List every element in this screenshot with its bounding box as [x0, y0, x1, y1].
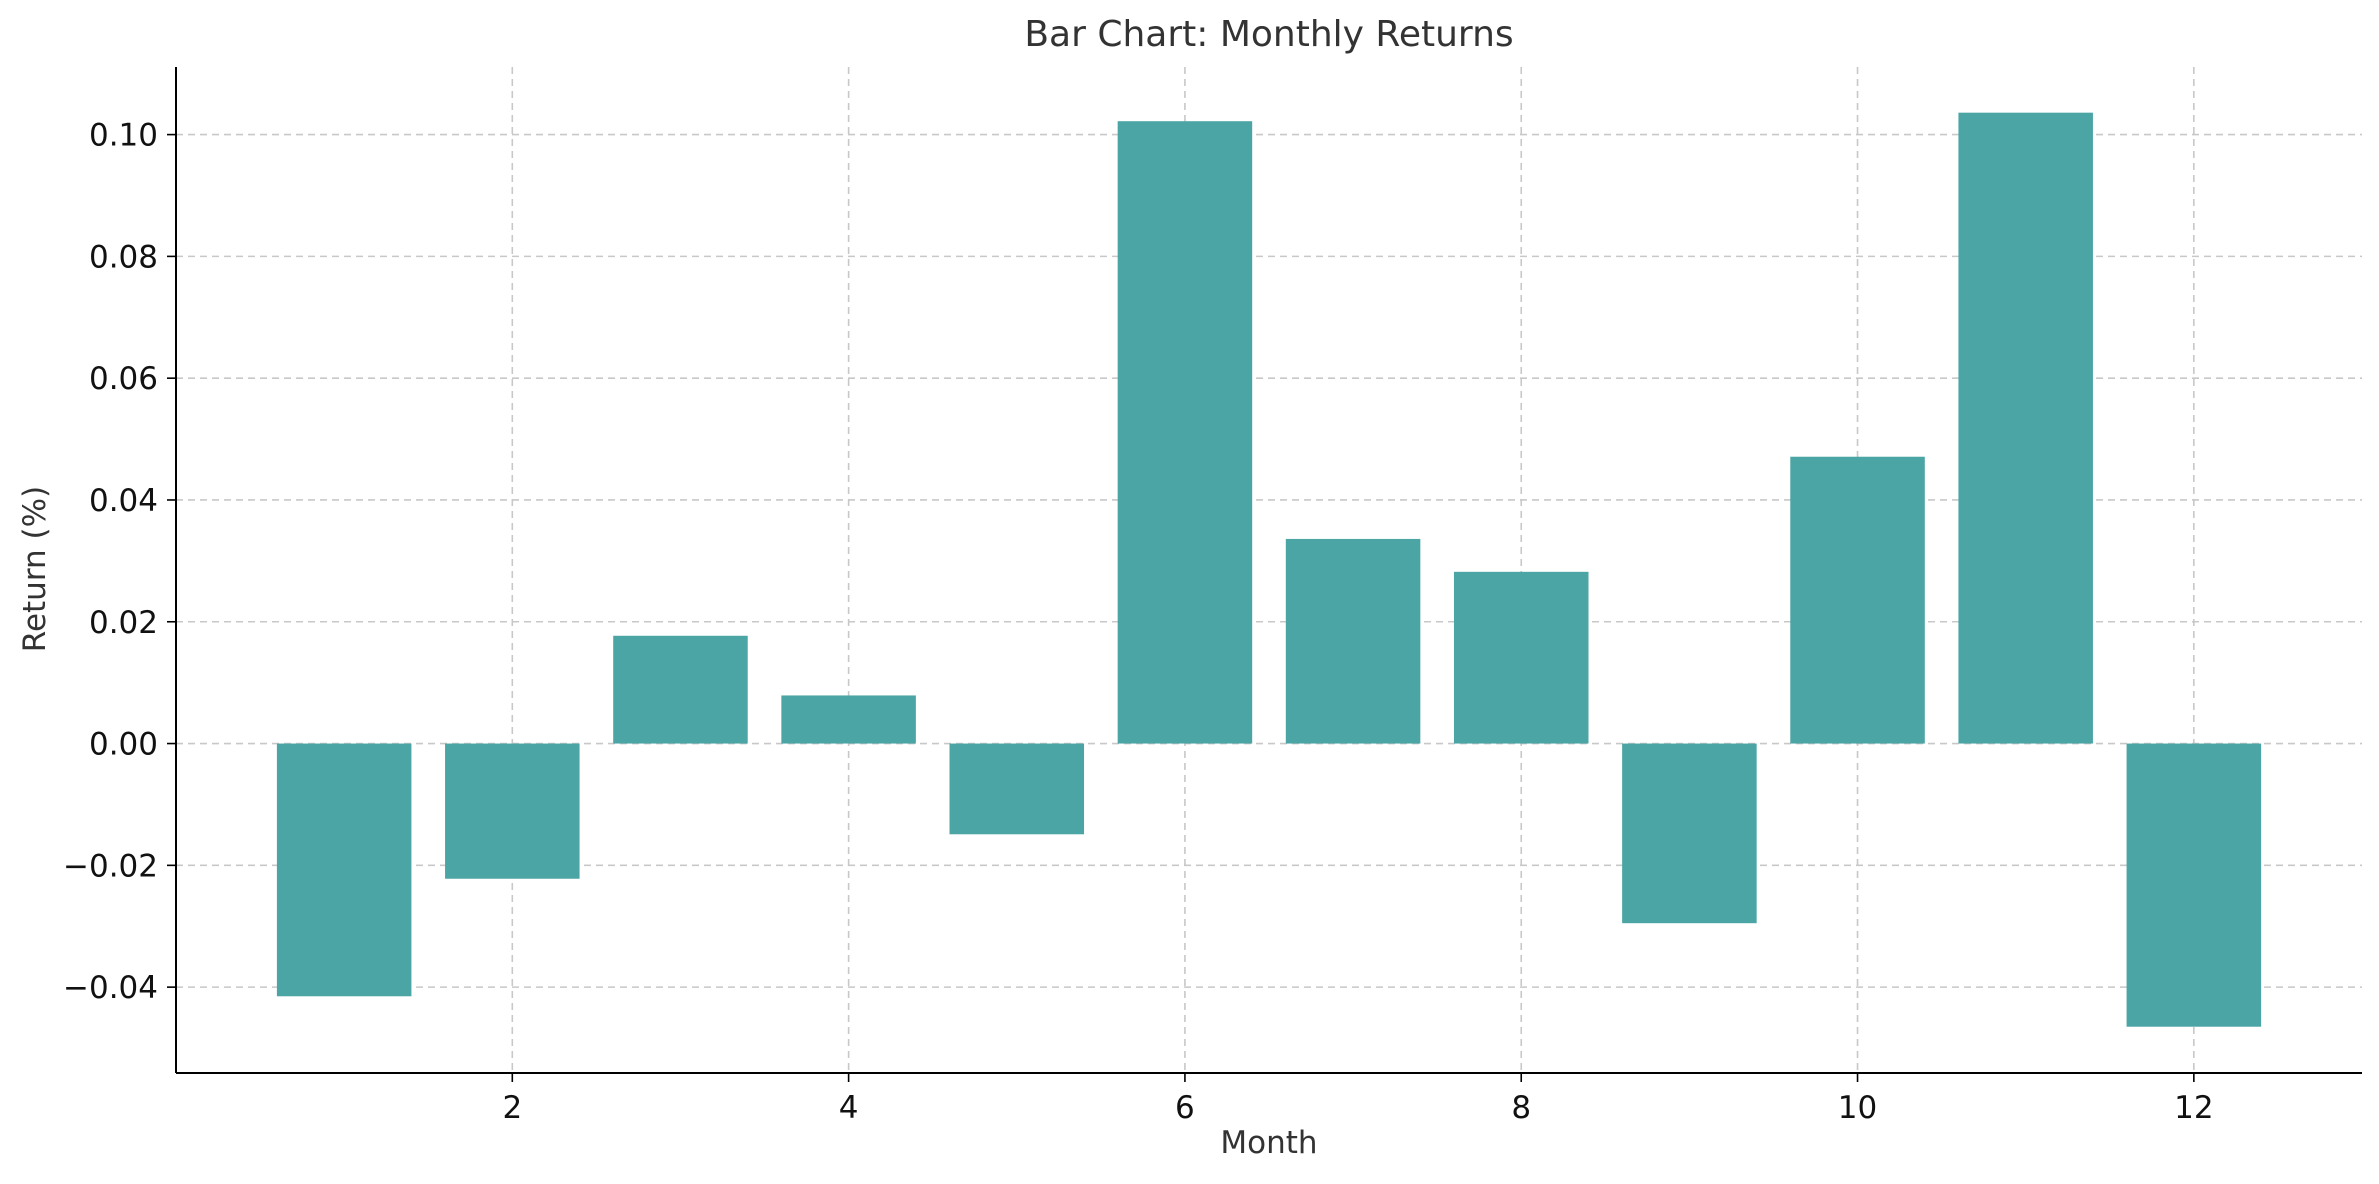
- axes: [175, 67, 2362, 1074]
- x-axis-label: Month: [1220, 1125, 1317, 1161]
- y-tick-label: 0.06: [89, 361, 158, 397]
- bar-month-7: [1285, 538, 1421, 744]
- bar-month-12: [2126, 743, 2262, 1027]
- x-tick-label: 6: [1175, 1090, 1195, 1126]
- bar-month-3: [613, 635, 748, 744]
- bar-month-9: [1622, 743, 1757, 924]
- bar-month-2: [445, 743, 580, 879]
- bar-month-5: [949, 743, 1085, 835]
- y-tick-label: −0.02: [63, 848, 158, 884]
- bar-month-1: [276, 743, 412, 997]
- bar-month-10: [1790, 456, 1925, 744]
- y-tick-label: 0.00: [89, 727, 158, 763]
- y-ticks: −0.04 −0.02 0.00 0.02 0.04 0.06 0.08 0.10: [63, 118, 176, 1006]
- x-ticks: 2 4 6 8 10 12: [502, 1073, 2214, 1126]
- y-tick-label: 0.04: [89, 483, 158, 519]
- bar-month-6: [1117, 121, 1253, 744]
- x-tick-label: 12: [2174, 1090, 2213, 1126]
- bar-month-11: [1958, 112, 2093, 744]
- y-tick-label: −0.04: [63, 970, 158, 1006]
- x-tick-label: 10: [1838, 1090, 1877, 1126]
- bar-month-8: [1453, 571, 1589, 744]
- chart-title: Bar Chart: Monthly Returns: [1024, 14, 1513, 55]
- bar-month-4: [781, 695, 916, 744]
- bars: [276, 112, 2262, 1027]
- x-tick-label: 8: [1511, 1090, 1531, 1126]
- x-tick-label: 2: [502, 1090, 522, 1126]
- y-axis-label: Return (%): [17, 486, 53, 652]
- y-tick-label: 0.08: [89, 239, 158, 275]
- y-tick-label: 0.02: [89, 605, 158, 641]
- x-tick-label: 4: [839, 1090, 859, 1126]
- y-tick-label: 0.10: [89, 118, 158, 154]
